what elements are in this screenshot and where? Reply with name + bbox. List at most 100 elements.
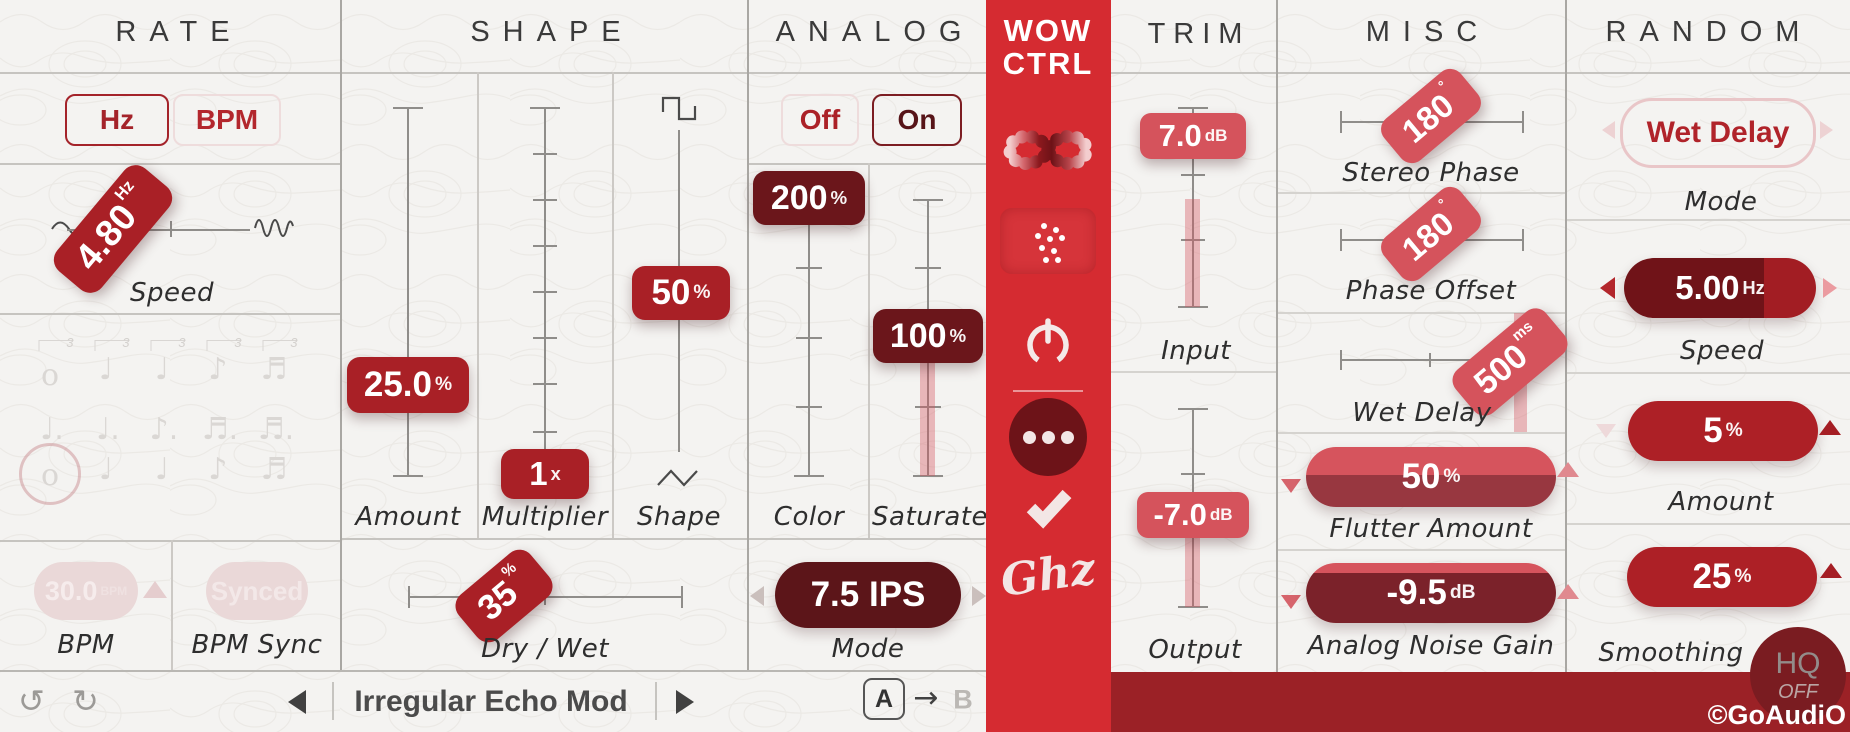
- analog-off-button[interactable]: Off: [781, 94, 859, 146]
- note-value-button[interactable]: ♬.: [257, 412, 295, 447]
- note-value-button[interactable]: ♩.: [96, 412, 120, 447]
- random-amount-decrement-icon[interactable]: [1596, 424, 1616, 438]
- plugin-title-line2: CTRL: [1002, 46, 1094, 81]
- note-value-button[interactable]: ♩: [154, 452, 170, 487]
- slider-tick: [1181, 239, 1205, 241]
- preset-name[interactable]: Irregular Echo Mod: [354, 685, 628, 718]
- smoothing-pill[interactable]: 25%: [1627, 547, 1817, 607]
- preset-next-icon[interactable]: [676, 690, 694, 714]
- input-value-badge[interactable]: 7.0 dB: [1140, 113, 1246, 159]
- analog-noise-gain-pill[interactable]: -9.5 dB: [1306, 563, 1556, 623]
- slider-tick: [408, 586, 410, 608]
- note-value-button[interactable]: ♬: [260, 452, 288, 487]
- input-meter: [1185, 199, 1200, 307]
- bpm-sync-pill[interactable]: Synced: [206, 562, 308, 620]
- rate-hz-button-label: Hz: [99, 104, 135, 135]
- note-value-button[interactable]: ♪.: [149, 412, 179, 447]
- input-unit: dB: [1204, 126, 1228, 145]
- amount-slider[interactable]: [407, 108, 409, 476]
- undo-icon[interactable]: ↺: [18, 682, 45, 720]
- note-value-button[interactable]: ♪: [208, 452, 228, 487]
- analog-mode-prev-icon[interactable]: [750, 586, 764, 606]
- note-value-button[interactable]: ♩: [154, 352, 170, 387]
- saturate-value-badge[interactable]: 100%: [873, 309, 983, 363]
- slider-tick: [170, 221, 172, 237]
- output-value-badge[interactable]: -7.0 dB: [1137, 492, 1249, 538]
- color-value: 200: [770, 178, 828, 217]
- redo-icon[interactable]: ↻: [72, 682, 99, 720]
- random-speed-next-icon[interactable]: [1823, 278, 1837, 298]
- note-value-button[interactable]: o: [40, 358, 60, 393]
- random-speed-value: 5.00: [1675, 269, 1740, 306]
- menu-button[interactable]: [1009, 398, 1087, 476]
- noise-gain-decrement-icon[interactable]: [1281, 595, 1301, 609]
- note-value-button[interactable]: ♩: [98, 352, 114, 387]
- divider: [0, 163, 340, 165]
- note-value-button[interactable]: ♩: [98, 452, 114, 487]
- note-value-button[interactable]: ♬: [260, 352, 288, 387]
- smoothing-increment-icon[interactable]: [1820, 563, 1842, 578]
- slot-b-button[interactable]: B: [953, 684, 973, 715]
- bpm-value-pill[interactable]: 30.0 BPM: [34, 562, 138, 620]
- rate-section-header: RATE: [115, 16, 243, 48]
- slider-tick: [1178, 606, 1208, 608]
- flutter-amount-label: Flutter Amount: [1329, 514, 1533, 544]
- divider: [612, 72, 614, 538]
- divider: [747, 538, 986, 540]
- random-speed-pill[interactable]: 5.00 Hz: [1624, 258, 1816, 318]
- note-value-button[interactable]: ♬.: [201, 412, 239, 447]
- shape-label: Shape: [637, 502, 721, 532]
- flutter-increment-icon[interactable]: [1557, 462, 1579, 477]
- slot-a-button[interactable]: A: [863, 678, 905, 720]
- color-slider[interactable]: [808, 210, 810, 476]
- wet-delay-slider[interactable]: [1341, 359, 1508, 361]
- smoothing-unit: %: [1734, 566, 1752, 587]
- checkmark-icon[interactable]: [1024, 487, 1074, 529]
- slider-tick: [1340, 229, 1342, 251]
- random-mode-prev-icon[interactable]: [1602, 121, 1615, 139]
- flutter-amount-unit: %: [1443, 466, 1461, 487]
- rate-bpm-button[interactable]: BPM: [173, 94, 281, 146]
- rate-hz-button[interactable]: Hz: [65, 94, 169, 146]
- analog-mode-pill[interactable]: 7.5 IPS: [775, 562, 961, 628]
- random-mode-pill[interactable]: Wet Delay: [1620, 98, 1816, 168]
- note-value-button[interactable]: o: [40, 458, 60, 493]
- analog-mode-next-icon[interactable]: [972, 586, 986, 606]
- slider-tick: [796, 406, 822, 408]
- random-amount-value: 5: [1703, 411, 1723, 450]
- divider: [171, 540, 173, 670]
- hq-toggle[interactable]: HQ OFF: [1750, 627, 1846, 723]
- input-slider[interactable]: [1192, 108, 1194, 307]
- dry-wet-label: Dry / Wet: [481, 634, 609, 664]
- flutter-amount-pill[interactable]: 50%: [1306, 447, 1556, 507]
- random-amount-pill[interactable]: 5%: [1628, 401, 1818, 461]
- ellipsis-icon: [1022, 430, 1036, 444]
- shape-value-badge[interactable]: 50%: [632, 266, 730, 320]
- divider: [1565, 372, 1850, 374]
- analog-on-button[interactable]: On: [872, 94, 962, 146]
- slot-copy-arrow-icon[interactable]: →: [913, 680, 939, 716]
- note-value-button[interactable]: ♩.: [40, 412, 64, 447]
- random-mode-next-icon[interactable]: [1820, 121, 1833, 139]
- noise-gain-increment-icon[interactable]: [1557, 584, 1579, 599]
- random-amount-increment-icon[interactable]: [1819, 420, 1841, 435]
- triplet-bracket: 3: [38, 336, 74, 351]
- speed-slider[interactable]: [67, 229, 250, 231]
- input-value: 7.0: [1158, 118, 1202, 153]
- wow-ctrl-sidebar: [986, 0, 1111, 732]
- bpm-unit: BPM: [100, 584, 128, 598]
- dry-wet-value: 35: [470, 573, 526, 629]
- bpm-increment-icon[interactable]: [143, 581, 167, 598]
- random-speed-unit: Hz: [1742, 277, 1765, 298]
- slider-tick: [533, 431, 557, 433]
- random-speed-prev-icon[interactable]: [1600, 277, 1615, 299]
- power-icon[interactable]: [1022, 315, 1074, 371]
- random-speed-label: Speed: [1679, 336, 1765, 366]
- color-value-badge[interactable]: 200%: [753, 171, 865, 225]
- note-value-button[interactable]: ♪: [208, 352, 228, 387]
- flutter-decrement-icon[interactable]: [1281, 479, 1301, 493]
- bpm-value: 30.0: [44, 575, 98, 606]
- amount-value-badge[interactable]: 25.0%: [347, 357, 469, 413]
- preset-prev-icon[interactable]: [288, 690, 306, 714]
